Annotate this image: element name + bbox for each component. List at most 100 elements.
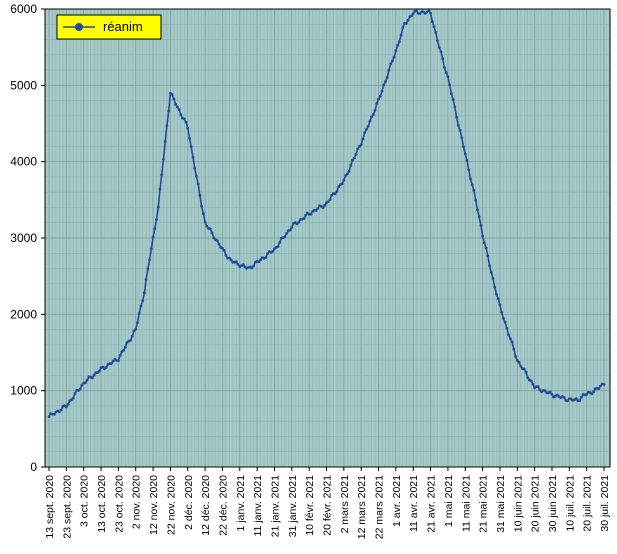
grid <box>45 8 610 468</box>
data-point <box>448 83 451 87</box>
data-point <box>592 390 595 394</box>
data-point <box>153 227 157 231</box>
data-point <box>463 152 467 156</box>
data-point <box>208 227 212 231</box>
data-point <box>479 224 483 227</box>
data-point <box>410 14 413 18</box>
data-point <box>368 119 372 123</box>
data-point <box>347 169 351 173</box>
data-point <box>474 198 478 202</box>
data-point <box>394 49 398 53</box>
data-point <box>477 215 481 219</box>
data-point <box>505 326 509 330</box>
data-point <box>389 62 393 66</box>
data-point <box>195 174 198 178</box>
data-point <box>70 398 73 402</box>
data-point <box>531 382 535 386</box>
data-point <box>342 178 346 182</box>
data-point <box>163 140 167 143</box>
data-point <box>321 206 325 210</box>
data-point <box>371 113 375 117</box>
data-point <box>165 124 169 127</box>
data-point <box>137 312 141 315</box>
data-point <box>517 360 521 364</box>
data-point <box>429 11 432 15</box>
x-tick-label: 23 oct. 2020 <box>113 475 125 533</box>
data-point <box>469 177 472 181</box>
data-point <box>493 285 497 289</box>
data-point <box>250 266 254 270</box>
data-point <box>228 256 231 260</box>
data-point <box>215 239 219 242</box>
x-tick-label: 20 juin 2021 <box>530 475 542 532</box>
data-point <box>578 399 582 402</box>
data-point <box>264 256 268 259</box>
x-tick-label: 13 oct. 2020 <box>96 475 108 533</box>
data-point <box>507 333 510 337</box>
data-point <box>52 413 56 416</box>
data-point <box>340 182 344 186</box>
data-point <box>92 373 96 377</box>
y-tick-label: 2000 <box>10 307 37 321</box>
data-point <box>387 68 391 72</box>
x-tick-label: 30 juin 2021 <box>547 475 559 532</box>
data-point <box>175 105 179 109</box>
data-point <box>508 337 512 340</box>
series-points-reanim <box>47 9 606 418</box>
data-point <box>418 12 422 16</box>
data-point <box>323 203 327 207</box>
data-point <box>202 212 205 216</box>
data-point <box>316 207 320 210</box>
data-point <box>574 397 578 401</box>
data-point <box>151 235 155 239</box>
data-point <box>529 379 533 383</box>
data-point <box>160 173 164 177</box>
data-point <box>217 242 221 246</box>
data-point <box>64 405 68 409</box>
data-point <box>401 26 405 29</box>
data-point <box>385 76 389 79</box>
data-point <box>430 20 434 23</box>
data-point <box>59 408 63 412</box>
data-point <box>136 321 139 324</box>
data-point <box>550 393 554 396</box>
data-point <box>437 46 441 49</box>
x-tick-label: 2 nov. 2020 <box>131 475 143 529</box>
data-point <box>524 370 528 374</box>
data-point <box>434 31 438 34</box>
data-point <box>443 66 446 69</box>
y-axis-tick-labels: 0 1000 2000 3000 4000 5000 6000 <box>10 2 37 474</box>
data-point <box>110 362 113 365</box>
data-point <box>496 297 500 301</box>
x-tick-label: 12 mars 2021 <box>356 475 368 539</box>
data-point <box>373 109 377 112</box>
data-point <box>283 235 287 239</box>
data-point <box>453 105 457 109</box>
data-point <box>80 383 84 387</box>
data-point <box>351 158 354 162</box>
data-point <box>359 143 363 147</box>
data-point <box>548 390 552 394</box>
data-point <box>378 94 382 98</box>
data-point <box>295 222 299 226</box>
data-point <box>450 92 453 95</box>
data-point <box>170 93 174 96</box>
x-tick-label: 31 janv. 2021 <box>287 475 299 537</box>
data-point <box>465 159 469 162</box>
data-point <box>467 168 471 172</box>
data-point <box>345 172 349 176</box>
data-point <box>85 378 89 382</box>
data-point <box>495 293 498 296</box>
data-point <box>392 55 396 59</box>
data-point <box>349 163 353 167</box>
data-point <box>196 182 200 186</box>
data-point <box>47 415 51 418</box>
x-tick-label: 31 mai 2021 <box>495 475 507 533</box>
data-point <box>599 384 602 388</box>
data-point <box>399 33 403 37</box>
data-point <box>432 25 436 29</box>
data-point <box>356 147 360 151</box>
x-tick-label: 11 mai 2021 <box>460 475 472 532</box>
data-point <box>193 166 197 170</box>
